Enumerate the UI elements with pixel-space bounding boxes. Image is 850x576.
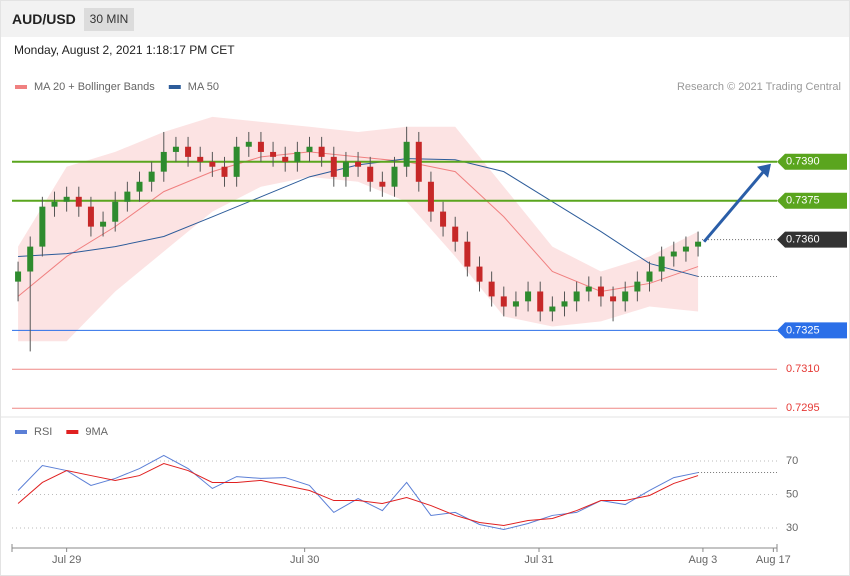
candle-body (525, 291, 532, 302)
level-label: 0.7310 (786, 363, 820, 375)
level-box (777, 153, 847, 170)
level-label: 0.7390 (786, 156, 820, 168)
x-tick-label: Jul 29 (52, 554, 81, 566)
credit: Research © 2021 Trading Central (677, 81, 841, 93)
y-tick-label: 30 (786, 522, 798, 534)
candle-body (646, 271, 653, 282)
legend-swatch (15, 430, 27, 434)
candle-body (160, 151, 167, 172)
candle-body (185, 146, 192, 157)
candle-body (112, 201, 119, 222)
legend-swatch (15, 85, 27, 89)
candle-body (561, 301, 568, 307)
candle-body (670, 251, 677, 257)
candle-body (682, 246, 689, 252)
timeframe[interactable]: 30 MIN (84, 8, 134, 31)
candle-body (452, 226, 459, 242)
x-tick-label: Aug 3 (689, 554, 718, 566)
candle-body (245, 141, 252, 147)
candle-body (294, 151, 301, 162)
candle-body (355, 161, 362, 167)
candle-body (415, 141, 422, 182)
symbol: AUD/USD (12, 11, 76, 27)
candle-body (172, 146, 179, 152)
candle-body (367, 166, 374, 182)
candle-body (585, 286, 592, 292)
level-box (777, 322, 847, 339)
candle-body (488, 281, 495, 297)
y-tick-label: 50 (786, 488, 798, 500)
candle-body (27, 246, 34, 272)
series-line (17, 454, 699, 531)
candle-body (282, 156, 289, 162)
candle-body (610, 296, 617, 302)
candle-body (476, 266, 483, 282)
candle-body (379, 181, 386, 187)
candle-body (440, 211, 447, 227)
legend-label: MA 20 + Bollinger Bands (34, 81, 155, 93)
candle-body (634, 281, 641, 292)
level-label: 0.7360 (786, 234, 820, 246)
candle-body (549, 306, 556, 312)
candle-body (403, 141, 410, 167)
candle-body (318, 146, 325, 157)
candle-body (221, 166, 228, 177)
candle-body (39, 206, 46, 247)
candle-body (597, 286, 604, 297)
candle-body (342, 161, 349, 177)
candle-body (136, 181, 143, 192)
forecast-arrow (702, 168, 767, 243)
level-box (777, 192, 847, 209)
candle-body (658, 256, 665, 272)
legend-label: MA 50 (188, 81, 219, 93)
level-label: 0.7295 (786, 402, 820, 414)
y-tick-label: 70 (786, 455, 798, 467)
timestamp: Monday, August 2, 2021 1:18:17 PM CET (14, 43, 235, 57)
candle-body (15, 271, 22, 282)
candle-body (537, 291, 544, 312)
candle-body (464, 241, 471, 267)
legend-label: 9MA (85, 426, 108, 438)
candle-body (573, 291, 580, 302)
candle-body (75, 196, 82, 207)
x-tick-label: Aug 17 (756, 554, 791, 566)
candle-body (63, 196, 70, 202)
level-box (777, 231, 847, 248)
candle-body (695, 241, 702, 247)
candle-body (512, 301, 519, 307)
candle-body (257, 141, 264, 152)
candle-body (233, 146, 240, 177)
legend-label: RSI (34, 426, 52, 438)
forecast-arrow-head (757, 163, 771, 178)
candle-body (391, 166, 398, 187)
candle-body (622, 291, 629, 302)
legend-swatch (66, 430, 79, 434)
candle-body (51, 201, 58, 207)
legend-swatch (168, 85, 181, 89)
level-label: 0.7325 (786, 324, 820, 336)
candle-body (124, 191, 131, 202)
candle-body (306, 146, 313, 152)
x-tick-label: Jul 30 (290, 554, 319, 566)
candle-body (148, 171, 155, 182)
candle-body (87, 206, 94, 227)
level-label: 0.7375 (786, 195, 820, 207)
candle-body (100, 221, 107, 227)
candle-body (270, 151, 277, 157)
x-tick-label: Jul 31 (524, 554, 553, 566)
candle-body (197, 156, 204, 162)
series-line (17, 462, 699, 526)
candle-body (330, 156, 337, 177)
header-bar: AUD/USD 30 MIN (1, 1, 849, 37)
candle-body (500, 296, 507, 307)
candle-body (427, 181, 434, 212)
candle-body (209, 161, 216, 167)
